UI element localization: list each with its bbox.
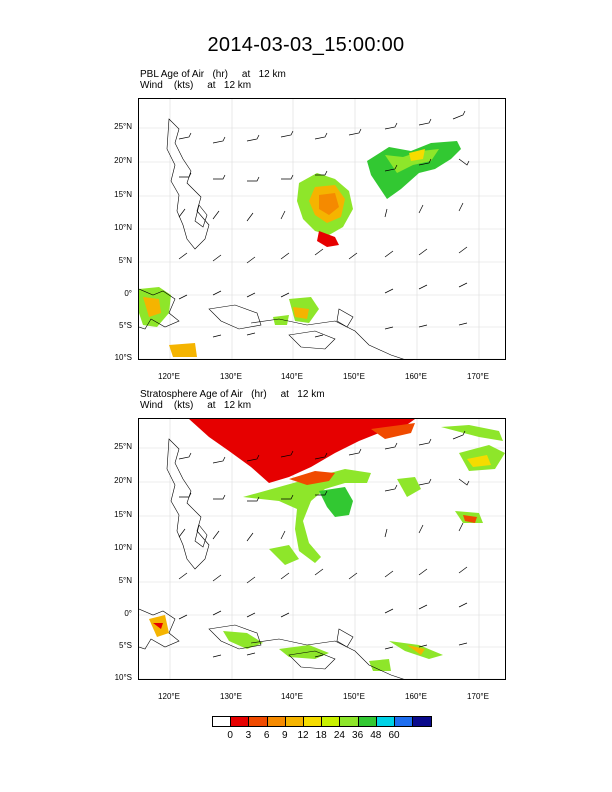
panel1-label-line2: Wind (kts) at 12 km (140, 80, 252, 91)
strat-lon-label: 150°E (343, 692, 365, 701)
wind-barbs (178, 430, 470, 658)
panel2-label-line2: Wind (kts) at 12 km (140, 400, 252, 411)
colorbar-label: 36 (352, 730, 364, 741)
strat-lon-label: 120°E (158, 692, 180, 701)
strat-lat-label: 10°S (114, 673, 132, 682)
page-title: 2014-03-03_15:00:00 (207, 34, 405, 56)
colorbar-swatch (340, 717, 359, 726)
colorbar-swatch (413, 717, 432, 726)
colorbar-swatch (394, 717, 414, 726)
colorbar-swatch (249, 717, 268, 726)
stratosphere-age-map (138, 418, 506, 680)
colorbar-swatch (322, 717, 341, 726)
pbl-lat-label: 10°S (114, 353, 132, 362)
stratosphere-age-map-canvas (139, 419, 505, 679)
pbl-lon-label: 120°E (158, 372, 180, 381)
pbl-lon-label: 140°E (281, 372, 303, 381)
strat-lon-label: 140°E (281, 692, 303, 701)
pbl-lon-label: 150°E (343, 372, 365, 381)
colorbar-label: 60 (388, 730, 400, 741)
panel2-label-line1: Stratosphere Age of Air (hr) at 12 km (140, 389, 325, 400)
strat-lat-label: 5°N (118, 576, 132, 585)
pbl-lat-label: 5°S (119, 321, 132, 330)
colorbar-label: 0 (227, 730, 233, 741)
pbl-lon-label: 130°E (220, 372, 242, 381)
coastlines (139, 438, 404, 679)
colorbar-label: 9 (282, 730, 288, 741)
colorbar-label: 6 (263, 730, 270, 741)
pbl-lat-label: 20°N (114, 156, 132, 165)
colorbar-swatch (285, 717, 304, 726)
colorbar-label: 12 (297, 730, 309, 741)
strat-lat-label: 15°N (114, 510, 132, 519)
colorbar-label: 3 (245, 730, 252, 741)
strat-lon-label: 130°E (220, 692, 242, 701)
strat-lat-label: 10°N (114, 543, 132, 552)
pbl-age-map-canvas (139, 99, 505, 359)
pbl-lat-label: 10°N (114, 223, 132, 232)
age-of-air-shading (139, 141, 461, 357)
colorbar-label: 48 (370, 730, 382, 741)
strat-lat-label: 0° (124, 609, 132, 618)
pbl-lat-label: 5°N (118, 256, 132, 265)
colorbar-label: 24 (333, 730, 345, 741)
age-of-air-shading (149, 419, 505, 671)
pbl-lat-label: 0° (124, 289, 132, 298)
strat-lat-label: 25°N (114, 442, 132, 451)
colorbar-swatch (231, 717, 250, 726)
colorbar (212, 716, 433, 727)
pbl-lat-label: 15°N (114, 190, 132, 199)
strat-lat-label: 5°S (119, 641, 132, 650)
panel1-label-line1: PBL Age of Air (hr) at 12 km (140, 69, 286, 80)
strat-lat-label: 20°N (114, 476, 132, 485)
strat-lon-label: 160°E (405, 692, 427, 701)
pbl-lon-label: 160°E (405, 372, 427, 381)
colorbar-swatch (303, 717, 323, 726)
coastlines (139, 118, 404, 359)
colorbar-swatch (267, 717, 286, 726)
colorbar-swatch (376, 717, 395, 726)
colorbar-swatch (358, 717, 377, 726)
pbl-lat-label: 25°N (114, 122, 132, 131)
colorbar-label: 18 (315, 730, 327, 741)
pbl-lon-label: 170°E (467, 372, 489, 381)
pbl-age-map (138, 98, 506, 360)
strat-lon-label: 170°E (467, 692, 489, 701)
wind-barbs (178, 110, 470, 338)
colorbar-swatch (213, 717, 232, 726)
